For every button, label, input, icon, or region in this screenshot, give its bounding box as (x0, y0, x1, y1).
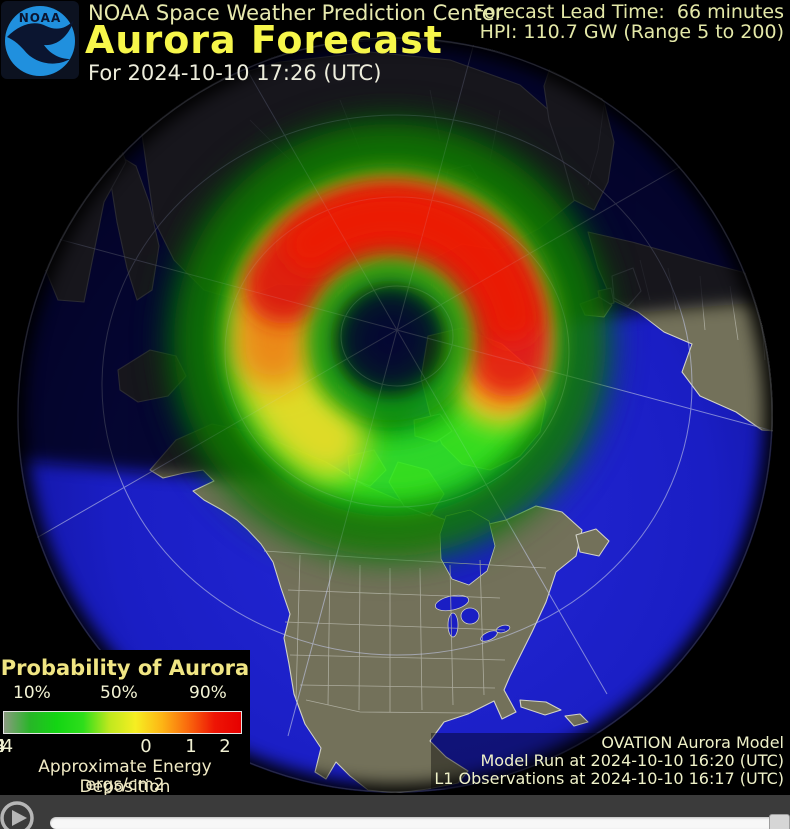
legend-caption-line1: Approximate Energy Deposition (38, 757, 212, 797)
legend-percent-50: 50% (100, 683, 138, 703)
legend-caption-line2: ergs/cm2 (85, 775, 165, 795)
l1-observations-time: L1 Observations at 2024-10-10 16:17 (UTC… (434, 769, 784, 788)
scrub-track[interactable] (50, 814, 790, 829)
energy-tick-2: 2 (219, 736, 231, 757)
legend-title: Probability of Aurora (0, 656, 250, 680)
forecast-lead-time: Forecast Lead Time: 66 minutes (473, 1, 784, 23)
agency-name: NOAA Space Weather Prediction Center (88, 1, 504, 25)
model-run-time: Model Run at 2024-10-10 16:20 (UTC) (480, 751, 784, 770)
noaa-logo: NOAA (1, 1, 79, 79)
energy-tick-4: 4 (0, 736, 6, 757)
aurora-oval (174, 124, 606, 556)
scrub-thumb[interactable] (769, 814, 790, 829)
model-name: OVATION Aurora Model (601, 733, 784, 752)
legend-percent-10: 10% (13, 683, 51, 703)
play-icon (0, 801, 34, 829)
model-credits: OVATION Aurora Model Model Run at 2024-1… (431, 733, 787, 789)
noaa-logo-text: NOAA (19, 11, 62, 25)
hpi-value: HPI: 110.7 GW (Range 5 to 200) (479, 21, 784, 43)
energy-tick-3: 3 (0, 736, 6, 757)
energy-tick-1: 1 (185, 736, 197, 757)
animation-player-bar (0, 795, 790, 829)
valid-time: For 2024-10-10 17:26 (UTC) (88, 61, 382, 85)
legend-percent-90: 90% (189, 683, 227, 703)
energy-tick-gt4: >4 (0, 736, 14, 757)
probability-legend: Probability of Aurora 10% 50% 90% 0 1 2 … (0, 650, 250, 797)
page-title: Aurora Forecast (85, 18, 443, 62)
energy-tick-0: 0 (140, 736, 152, 757)
probability-gradient-bar (3, 711, 242, 734)
play-button[interactable] (0, 795, 40, 829)
